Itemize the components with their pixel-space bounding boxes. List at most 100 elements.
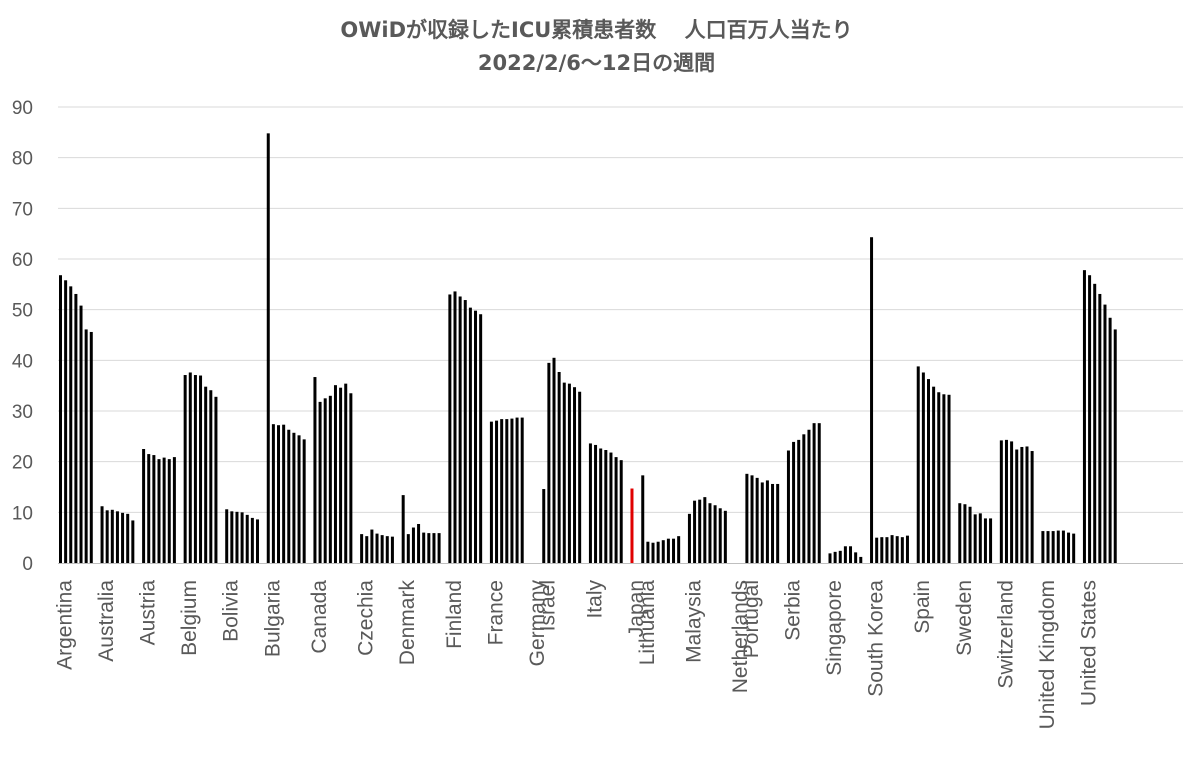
bar [172, 457, 176, 563]
bar [437, 533, 441, 563]
x-tick-label: Czechia [355, 580, 378, 656]
bar [609, 452, 613, 563]
bar [1051, 531, 1055, 563]
y-tick-label: 10 [12, 503, 33, 524]
bar [776, 483, 780, 563]
bar [750, 475, 754, 563]
bar [385, 536, 389, 563]
bar [152, 455, 156, 563]
bar [69, 286, 73, 563]
bar [1061, 530, 1065, 563]
bar [375, 533, 379, 563]
bar [760, 482, 764, 563]
bar [703, 497, 707, 563]
bar [287, 429, 291, 563]
bar [266, 133, 270, 563]
bar [302, 439, 306, 563]
bar [786, 450, 790, 563]
bar [905, 535, 909, 563]
bar [641, 475, 645, 563]
bar [406, 534, 410, 563]
bar [693, 500, 697, 563]
bar [765, 480, 769, 563]
bar [230, 511, 234, 563]
bar [1041, 531, 1045, 563]
bar [100, 506, 104, 563]
bar [1082, 270, 1086, 563]
x-tick-label: Germany [526, 580, 549, 667]
bar [479, 314, 483, 563]
bar [142, 449, 146, 563]
bar [723, 510, 727, 563]
bar [432, 533, 436, 563]
bar [240, 512, 244, 563]
bar [718, 508, 722, 563]
bar [245, 514, 249, 563]
bar [1113, 329, 1117, 563]
bar [318, 401, 322, 563]
bar [1072, 533, 1076, 563]
x-tick-label: Bolivia [220, 580, 243, 642]
x-tick-label: Japan [625, 580, 648, 637]
bar [1020, 446, 1024, 563]
y-tick-label: 90 [12, 98, 33, 119]
bar [937, 392, 941, 563]
bar [520, 417, 524, 563]
bar [115, 511, 119, 563]
bar [817, 423, 821, 563]
bar [567, 383, 571, 563]
bar [328, 395, 332, 563]
y-tick-label: 80 [12, 149, 33, 170]
bar [157, 459, 161, 563]
bar [1010, 441, 1014, 563]
x-tick-label: Switzerland [994, 580, 1017, 689]
bar [927, 379, 930, 563]
bar [365, 536, 369, 563]
bar [282, 424, 286, 563]
bar [983, 518, 987, 563]
bar [870, 237, 874, 563]
bar [468, 307, 472, 563]
x-tick-label: Netherlands [729, 580, 752, 693]
bar [411, 527, 415, 563]
bar [489, 421, 493, 563]
bar [968, 506, 972, 563]
bar [510, 418, 514, 563]
bar [895, 536, 899, 563]
bar [698, 499, 702, 563]
bar [843, 546, 847, 563]
bar [84, 329, 88, 563]
bar [463, 300, 467, 563]
x-tick-label: Canada [308, 580, 331, 654]
bar [453, 291, 457, 563]
bar [875, 537, 879, 563]
bar [500, 419, 504, 563]
bar [932, 386, 936, 563]
bar [167, 459, 171, 563]
bar [614, 457, 618, 563]
bar [859, 556, 863, 563]
y-tick-label: 70 [12, 199, 33, 220]
x-tick-label: Israel [537, 580, 560, 631]
x-tick-label: Lithuania [636, 580, 659, 666]
bar [448, 294, 452, 563]
bar [214, 396, 218, 563]
bar [380, 535, 384, 563]
y-tick-label: 50 [12, 301, 33, 322]
chart-title-block: OWiDが収録したICU累積患者数 人口百万人当たり 2022/2/6～12日の… [0, 14, 1193, 80]
bar [792, 441, 796, 563]
bar [958, 503, 962, 563]
bar [708, 503, 712, 563]
x-tick-label: France [484, 580, 507, 645]
bar [890, 535, 894, 563]
bar [885, 537, 889, 563]
bar [1108, 317, 1112, 563]
bar [557, 371, 561, 563]
bar [687, 513, 691, 563]
bar [495, 420, 499, 563]
bar [880, 537, 884, 563]
x-tick-label: Argentina [54, 580, 77, 670]
bar [271, 424, 275, 563]
bar [989, 518, 993, 563]
